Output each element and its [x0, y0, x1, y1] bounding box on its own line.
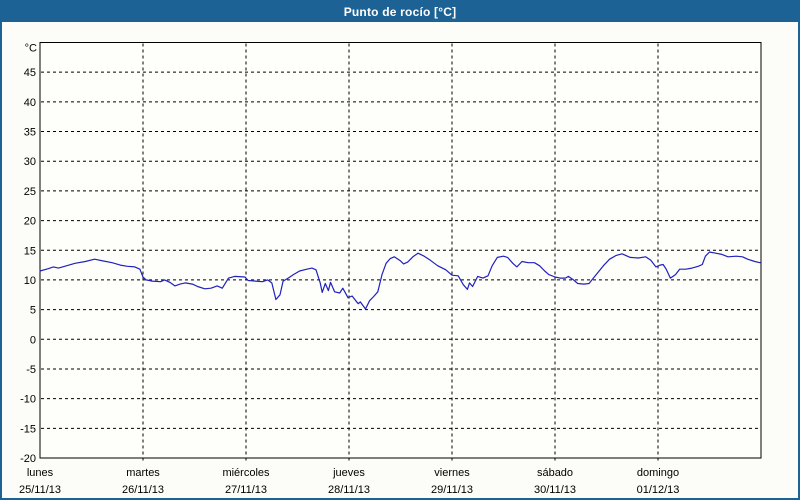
y-tick-label: 30	[24, 156, 36, 168]
title-bar: Punto de rocío [°C]	[2, 2, 798, 22]
x-date-label: 28/11/13	[328, 484, 370, 496]
y-tick-label: 25	[24, 186, 36, 198]
dewpoint-chart: 45 40 35 30 25 20 15 10 5 0 -5 -10 -15 -20 °C lunes 25/1…	[19, 42, 762, 496]
y-tick-label: -10	[20, 394, 36, 406]
x-date-label: 29/11/13	[431, 484, 473, 496]
x-day-label: domingo	[637, 467, 679, 479]
x-day-label: lunes	[27, 467, 54, 479]
x-day-label: miércoles	[222, 467, 270, 479]
x-date-label: 25/11/13	[19, 484, 61, 496]
x-date-label: 26/11/13	[122, 484, 164, 496]
y-tick-label: 5	[30, 305, 36, 317]
y-tick-label: 20	[24, 216, 36, 228]
dewpoint-series-line	[39, 251, 761, 310]
y-tick-label: -5	[26, 364, 36, 376]
plot-area	[39, 42, 762, 459]
x-day-label: jueves	[332, 467, 365, 479]
x-date-label: 27/11/13	[225, 484, 267, 496]
x-day-label: viernes	[434, 467, 470, 479]
x-day-label: sábado	[537, 467, 573, 479]
y-tick-label: -15	[20, 423, 36, 435]
y-tick-label: 15	[24, 245, 36, 257]
y-tick-label: 0	[30, 334, 36, 346]
y-tick-label: 40	[24, 97, 36, 109]
x-date-label: 01/12/13	[637, 484, 680, 496]
y-tick-label: 10	[24, 275, 36, 287]
y-unit-label: °C	[25, 43, 37, 55]
chart-title: Punto de rocío [°C]	[343, 5, 457, 19]
x-day-label: martes	[126, 467, 160, 479]
y-tick-label: 45	[24, 67, 36, 79]
x-date-label: 30/11/13	[534, 484, 576, 496]
y-tick-label: 35	[24, 127, 36, 139]
y-tick-label: -20	[20, 453, 36, 465]
